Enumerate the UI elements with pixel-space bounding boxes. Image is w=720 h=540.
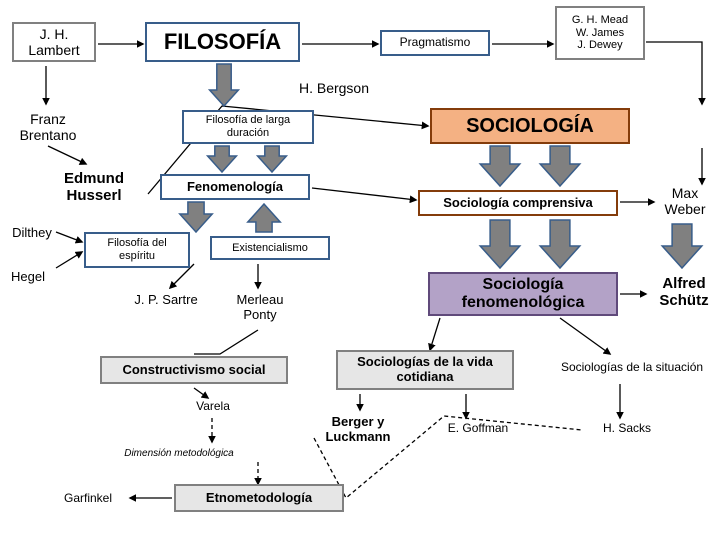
node-sartre: J. P. Sartre bbox=[118, 290, 214, 310]
block-arrow bbox=[540, 146, 580, 186]
node-espiritu: Filosofía del espíritu bbox=[84, 232, 190, 268]
line-arrow bbox=[194, 388, 208, 398]
node-sacks: H. Sacks bbox=[582, 420, 672, 438]
block-arrow bbox=[480, 220, 520, 268]
block-arrow bbox=[208, 146, 237, 172]
block-arrow bbox=[480, 146, 520, 186]
line-arrow bbox=[560, 318, 610, 354]
line-arrow bbox=[194, 330, 258, 354]
block-arrow bbox=[540, 220, 580, 268]
block-arrow bbox=[180, 202, 212, 232]
node-husserl: Edmund Husserl bbox=[44, 166, 144, 208]
node-goffman: E. Goffman bbox=[428, 420, 528, 438]
node-garfinkel: Garfinkel bbox=[48, 490, 128, 508]
node-constr: Constructivismo social bbox=[100, 356, 288, 384]
node-berger: Berger y Luckmann bbox=[310, 412, 406, 448]
node-etnomet: Etnometodología bbox=[174, 484, 344, 512]
node-merleau: Merleau Ponty bbox=[218, 290, 302, 326]
node-socfenom: Sociología fenomenológica bbox=[428, 272, 618, 316]
node-weber: Max Weber bbox=[650, 182, 720, 220]
node-hegel: Hegel bbox=[0, 267, 56, 287]
line-arrow bbox=[56, 252, 82, 268]
node-socvida: Sociologías de la vida cotidiana bbox=[336, 350, 514, 390]
block-arrow bbox=[210, 64, 239, 106]
node-schutz: Alfred Schütz bbox=[648, 272, 720, 312]
line-arrow bbox=[430, 318, 440, 350]
node-larga: Filosofía de larga duración bbox=[182, 110, 314, 144]
node-dilthey: Dilthey bbox=[0, 223, 64, 243]
line-arrow bbox=[48, 146, 86, 164]
node-varela: Varela bbox=[178, 398, 248, 416]
node-pragnames: G. H. Mead W. James J. Dewey bbox=[555, 6, 645, 60]
node-fenomen: Fenomenología bbox=[160, 174, 310, 200]
line-arrow bbox=[312, 188, 416, 200]
block-arrow bbox=[258, 146, 287, 172]
node-sociologia: SOCIOLOGÍA bbox=[430, 108, 630, 144]
node-filosofia: FILOSOFÍA bbox=[145, 22, 300, 62]
line-arrow bbox=[646, 42, 702, 104]
node-pragmatismo: Pragmatismo bbox=[380, 30, 490, 56]
block-arrow bbox=[248, 204, 280, 232]
node-soccomp: Sociología comprensiva bbox=[418, 190, 618, 216]
node-bergson: H. Bergson bbox=[274, 78, 394, 98]
node-lambert: J. H. Lambert bbox=[12, 22, 96, 62]
node-dimmet: Dimensión metodológica bbox=[94, 446, 264, 462]
node-socsitu: Sociologías de la situación bbox=[546, 356, 718, 380]
block-arrow bbox=[662, 224, 702, 268]
node-exist: Existencialismo bbox=[210, 236, 330, 260]
node-brentano: Franz Brentano bbox=[0, 108, 96, 146]
